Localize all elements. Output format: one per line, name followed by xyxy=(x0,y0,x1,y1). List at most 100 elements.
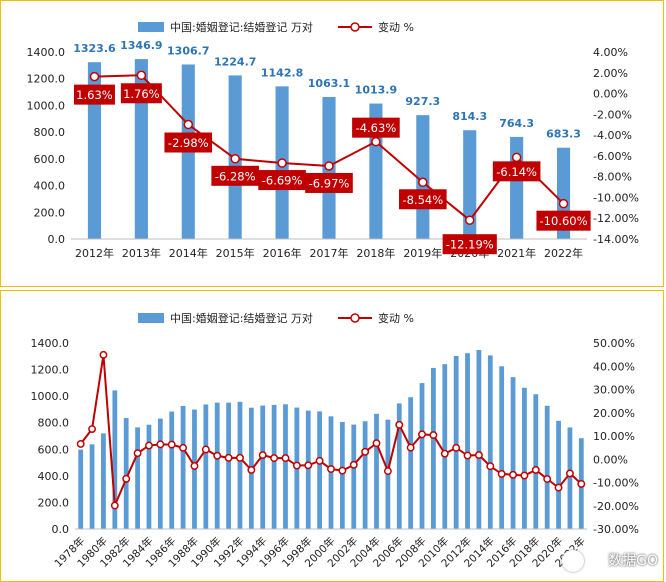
change-marker xyxy=(183,119,194,130)
bar xyxy=(431,367,436,529)
bar xyxy=(487,355,493,529)
bar-value-label: 1323.6 xyxy=(73,42,116,55)
change-label: -6.28% xyxy=(215,169,256,183)
x-tick-label: 2022年 xyxy=(544,246,583,260)
y-left-tick-label: 1200.0 xyxy=(31,364,70,377)
x-tick-label: 2015年 xyxy=(216,246,255,260)
change-label: -8.54% xyxy=(402,193,443,207)
bar xyxy=(226,402,231,529)
bar xyxy=(463,130,477,239)
y-right-tick-label: 4.00% xyxy=(593,46,628,59)
bar xyxy=(214,402,220,529)
bar xyxy=(317,411,323,529)
change-marker xyxy=(577,479,586,488)
legend-bar-label: 中国:婚姻登记:结婚登记 万对 xyxy=(170,311,313,325)
bar xyxy=(465,353,470,529)
change-label-box xyxy=(492,161,541,182)
change-marker xyxy=(418,430,426,439)
change-label-box xyxy=(73,84,115,105)
y-left-tick-label: 800.0 xyxy=(34,126,66,139)
bar xyxy=(283,404,288,529)
change-marker xyxy=(429,431,438,440)
y-right-tick-label: -4.00% xyxy=(593,129,632,142)
y-left-tick-label: 1000.0 xyxy=(31,390,70,403)
bar xyxy=(101,433,106,529)
bar xyxy=(351,424,357,529)
change-marker xyxy=(511,152,522,163)
change-marker xyxy=(558,198,569,209)
bar xyxy=(522,387,527,529)
y-left-tick-label: 1000.0 xyxy=(27,99,66,112)
change-label-box xyxy=(442,234,497,255)
y-left-tick-label: 600.0 xyxy=(34,153,66,166)
change-marker xyxy=(383,467,392,476)
y-left-tick-label: 1400.0 xyxy=(27,46,66,59)
change-label: -4.63% xyxy=(356,121,397,135)
bar xyxy=(476,350,482,529)
bar xyxy=(362,421,368,529)
legend-line-marker xyxy=(350,313,360,323)
x-tick-label: 2018年 xyxy=(356,246,395,260)
bar xyxy=(271,404,277,529)
change-marker xyxy=(304,461,313,470)
change-label-box xyxy=(399,189,447,210)
y-left-tick-label: 0.0 xyxy=(52,523,70,536)
bar xyxy=(169,411,175,529)
change-marker xyxy=(474,451,483,460)
change-marker xyxy=(324,161,334,171)
bar xyxy=(533,394,539,529)
change-marker xyxy=(406,443,415,452)
change-marker xyxy=(213,451,222,460)
bar xyxy=(339,422,345,529)
y-right-tick-label: 0.00% xyxy=(593,88,628,101)
bar-value-label: 683.3 xyxy=(546,128,581,141)
bar xyxy=(510,136,524,239)
change-marker xyxy=(554,483,563,492)
marriage-chart-1978-2022: 0.0 200.0 400.0 600.0 800.0 1000.0 1200.0 1400.… xyxy=(31,311,639,570)
bar xyxy=(146,424,152,529)
change-marker xyxy=(230,154,240,164)
y-left-tick-label: 600.0 xyxy=(38,443,70,456)
y-right-tick-label: -20.00% xyxy=(593,500,639,513)
x-tick-label: 2017年 xyxy=(310,246,349,260)
bar-value-label: 1063.1 xyxy=(308,77,350,90)
change-marker xyxy=(509,470,517,479)
legend-bar-swatch xyxy=(138,313,164,323)
y-right-tick-label: 50.00% xyxy=(593,337,635,350)
change-label: -10.60% xyxy=(540,214,588,228)
bar xyxy=(157,418,163,529)
change-marker xyxy=(156,440,165,449)
change-marker xyxy=(486,462,495,471)
change-marker xyxy=(136,70,147,81)
bar xyxy=(237,401,243,529)
y-right-tick-label: 20.00% xyxy=(593,407,635,420)
bar-value-label: 814.3 xyxy=(452,110,487,123)
y-left-tick-label: 800.0 xyxy=(38,417,70,430)
y-right-tick-label: -2.00% xyxy=(593,108,632,121)
change-marker xyxy=(327,465,335,473)
change-marker xyxy=(361,447,370,456)
marriage-chart-2012-2022: 0.0 200.0 400.0 600.0 800.0 1000.0 1200.0 1400.… xyxy=(27,20,639,260)
y-right-tick-label: -8.00% xyxy=(593,171,632,184)
change-marker xyxy=(315,456,324,465)
x-tick-label: 2016年 xyxy=(263,246,302,260)
x-tick-label: 2019年 xyxy=(403,246,442,260)
change-marker xyxy=(270,454,279,463)
bar xyxy=(499,366,505,529)
change-marker xyxy=(463,451,472,460)
change-marker xyxy=(88,425,97,433)
change-marker xyxy=(190,462,199,470)
change-marker xyxy=(497,469,506,478)
change-label: -12.19% xyxy=(446,238,494,252)
change-marker xyxy=(122,474,131,483)
bar xyxy=(408,397,414,529)
bar xyxy=(260,405,266,529)
y-right-tick-label: -30.00% xyxy=(593,523,639,536)
change-label-box xyxy=(164,132,213,153)
bar xyxy=(135,427,140,529)
y-left-tick-label: 1400.0 xyxy=(31,337,70,350)
bar-value-label: 1306.7 xyxy=(167,44,209,57)
change-marker xyxy=(531,465,540,474)
bar xyxy=(442,364,448,529)
x-tick-label: 2013年 xyxy=(122,246,161,260)
